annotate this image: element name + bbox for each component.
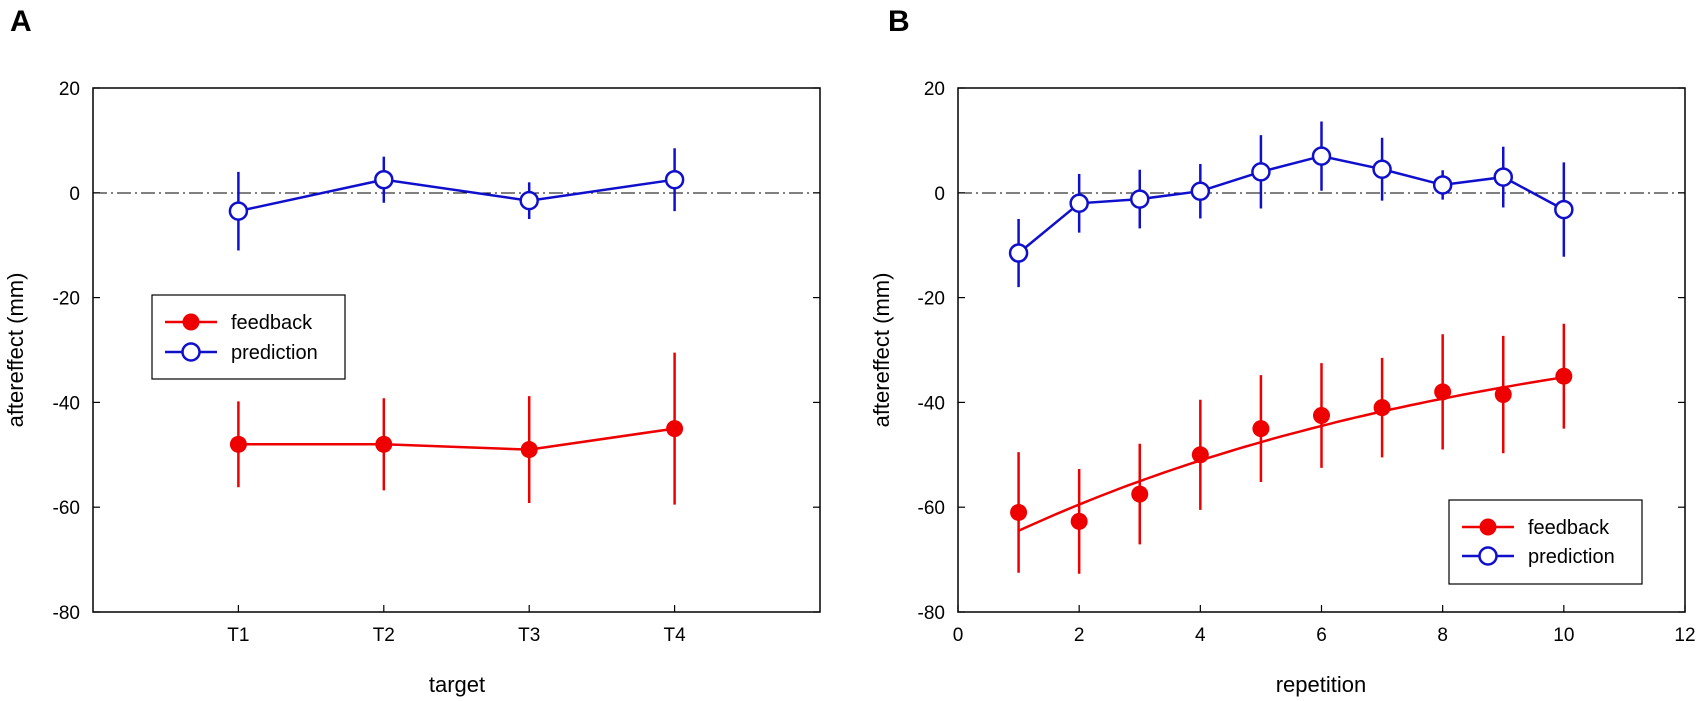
panel-b-y-axis: 20 0 -20 -40 -60 -80 [918, 79, 1685, 624]
feedback-point [1555, 367, 1573, 385]
x-tick-label: T1 [227, 625, 249, 646]
prediction-point [664, 169, 685, 190]
y-tick-label: -80 [918, 603, 945, 624]
prediction-point [1311, 146, 1332, 166]
panel-b-feedback-series [1010, 323, 1573, 574]
y-tick-label: 20 [924, 79, 945, 100]
panel-a-legend-prediction-marker [181, 342, 201, 362]
feedback-point [1434, 383, 1452, 401]
panel-a-legend-feedback-marker [182, 313, 200, 331]
feedback-point [1252, 420, 1270, 438]
prediction-point [519, 190, 539, 211]
prediction-point [1493, 167, 1513, 187]
prediction-point [1372, 159, 1392, 179]
prediction-point [1069, 193, 1089, 214]
panel-a-legend: feedback prediction [151, 294, 346, 380]
prediction-point [1008, 243, 1029, 263]
panel-b-prediction-series [1008, 121, 1574, 288]
feedback-point [1131, 485, 1149, 503]
prediction-point [1190, 181, 1211, 201]
feedback-point [375, 435, 393, 453]
y-tick-label: 20 [59, 79, 80, 100]
y-tick-label: -40 [918, 393, 945, 414]
y-tick-label: -60 [53, 498, 80, 519]
panel-a: A 20 0 -20 -40 -60 -80 T1 T2 T3 T4 target aftere… [3, 5, 821, 697]
feedback-line [238, 427, 675, 451]
panel-b-x-axis: 0 2 4 6 8 10 12 [953, 605, 1696, 646]
prediction-point [228, 201, 249, 221]
x-tick-label: T3 [518, 625, 540, 646]
x-tick-label: 2 [1074, 625, 1085, 646]
prediction-line [1017, 154, 1565, 255]
y-tick-label: -40 [53, 393, 80, 414]
prediction-point [1251, 162, 1271, 182]
x-tick-label: 10 [1553, 625, 1574, 646]
panel-b-feedback-fit-curve [1018, 375, 1565, 532]
feedback-point [520, 441, 538, 459]
x-tick-label: 6 [1316, 625, 1327, 646]
panel-a-legend-prediction-label: prediction [231, 342, 318, 364]
x-tick-label: 4 [1195, 625, 1206, 646]
panel-b-letter: B [888, 5, 910, 38]
panel-b-legend-feedback-label: feedback [1528, 517, 1610, 539]
panel-a-x-axis-title: target [429, 672, 485, 697]
panel-b-legend: feedback prediction [1448, 499, 1643, 585]
panel-b: B 20 0 -20 -40 -60 -80 0 2 4 6 8 10 12 repetition a… [869, 5, 1696, 697]
y-tick-label: -20 [53, 289, 80, 310]
feedback-point [666, 420, 684, 438]
panel-a-x-axis: T1 T2 T3 T4 [227, 605, 686, 646]
x-tick-label: 8 [1437, 625, 1448, 646]
panel-a-plot-frame [92, 87, 821, 613]
feedback-point [1373, 399, 1391, 417]
feedback-point [1313, 407, 1330, 424]
panel-a-y-axis-title: aftereffect (mm) [3, 273, 28, 428]
prediction-line [238, 178, 675, 213]
feedback-point [1070, 512, 1088, 530]
feedback-point [1010, 503, 1028, 521]
panel-a-legend-box [151, 294, 346, 380]
x-tick-label: T2 [373, 625, 395, 646]
y-tick-label: -80 [53, 603, 80, 624]
feedback-point [229, 435, 247, 453]
prediction-point [1130, 189, 1150, 209]
y-tick-label: -60 [918, 498, 945, 519]
y-tick-label: 0 [69, 184, 80, 205]
panel-a-letter: A [10, 5, 32, 38]
panel-a-prediction-series [228, 148, 685, 251]
panel-a-legend-feedback-label: feedback [231, 312, 313, 334]
panel-a-y-axis: 20 0 -20 -40 -60 -80 [53, 79, 820, 624]
panel-b-y-axis-title: aftereffect (mm) [869, 273, 894, 428]
feedback-point [1494, 386, 1512, 404]
y-tick-label: -20 [918, 289, 945, 310]
panel-b-legend-box [1448, 499, 1643, 585]
y-tick-label: 0 [934, 184, 945, 205]
prediction-point [1432, 175, 1453, 195]
x-tick-label: T4 [664, 625, 687, 646]
feedback-point [1191, 446, 1209, 464]
x-tick-label: 0 [953, 625, 964, 646]
panel-b-legend-prediction-marker [1478, 546, 1498, 566]
panel-b-legend-prediction-label: prediction [1528, 546, 1615, 568]
panel-b-legend-feedback-marker [1479, 518, 1497, 536]
prediction-point [374, 169, 394, 190]
prediction-point [1554, 199, 1574, 220]
panel-a-feedback-series [229, 352, 684, 505]
x-tick-label: 12 [1674, 625, 1695, 646]
panel-b-x-axis-title: repetition [1276, 672, 1367, 697]
